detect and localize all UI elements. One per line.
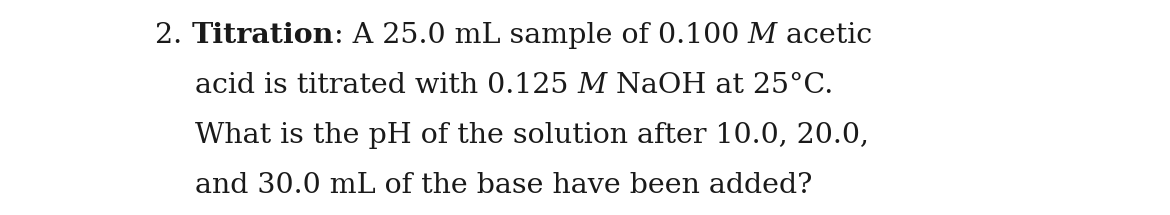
- Text: NaOH at 25°C.: NaOH at 25°C.: [606, 72, 833, 99]
- Text: acid is titrated with 0.125: acid is titrated with 0.125: [195, 72, 578, 99]
- Text: and 30.0 mL of the base have been added?: and 30.0 mL of the base have been added?: [195, 172, 812, 199]
- Text: acetic: acetic: [777, 22, 872, 49]
- Text: 2.: 2.: [154, 22, 191, 49]
- Text: What is the pH of the solution after 10.0, 20.0,: What is the pH of the solution after 10.…: [195, 122, 869, 149]
- Text: : A 25.0 mL sample of 0.100: : A 25.0 mL sample of 0.100: [333, 22, 748, 49]
- Text: M: M: [748, 22, 777, 49]
- Text: Titration: Titration: [191, 22, 333, 49]
- Text: M: M: [578, 72, 606, 99]
